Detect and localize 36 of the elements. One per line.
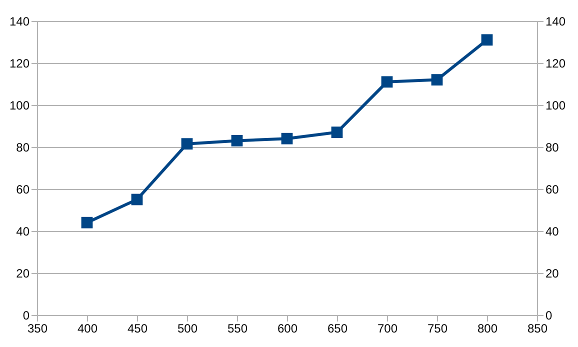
point (481, 34, 493, 46)
y-tick-label: 60 (16, 182, 30, 196)
y2-tick-label: 80 (546, 140, 560, 154)
x-tick-label: 650 (327, 322, 348, 336)
y-tick-label: 40 (16, 224, 30, 238)
point (131, 194, 143, 206)
x-tick-label: 600 (277, 322, 298, 336)
y-tick-label: 0 (22, 308, 30, 322)
y2-tick-label: 40 (546, 224, 560, 238)
x-tick-label: 350 (27, 322, 48, 336)
y-tick-label: 80 (16, 140, 30, 154)
x-tick-label: 500 (177, 322, 198, 336)
y-tick-label: 140 (9, 14, 30, 28)
y-tick-label: 20 (16, 266, 30, 280)
y2-tick-label: 0 (546, 308, 552, 322)
x-tick-label: 800 (477, 322, 498, 336)
y-tick-label: 100 (9, 98, 30, 112)
x-tick-label: 750 (427, 322, 448, 336)
x-tick-label: 400 (77, 322, 98, 336)
y-tick-label: 120 (9, 56, 30, 70)
y2-tick-label: 100 (546, 98, 566, 112)
point (281, 132, 293, 144)
x-tick-label: 550 (227, 322, 248, 336)
y2-tick-label: 120 (546, 56, 566, 70)
y2-tick-label: 140 (546, 14, 566, 28)
point (181, 138, 193, 150)
point (331, 126, 343, 138)
point (81, 216, 93, 228)
point (381, 76, 393, 88)
point (231, 135, 243, 146)
x-tick-label: 850 (527, 322, 548, 336)
y2-tick-label: 60 (546, 182, 560, 196)
y2-tick-label: 20 (546, 266, 560, 280)
x-tick-label: 700 (377, 322, 398, 336)
point (431, 74, 443, 86)
x-tick-label: 450 (127, 322, 148, 336)
